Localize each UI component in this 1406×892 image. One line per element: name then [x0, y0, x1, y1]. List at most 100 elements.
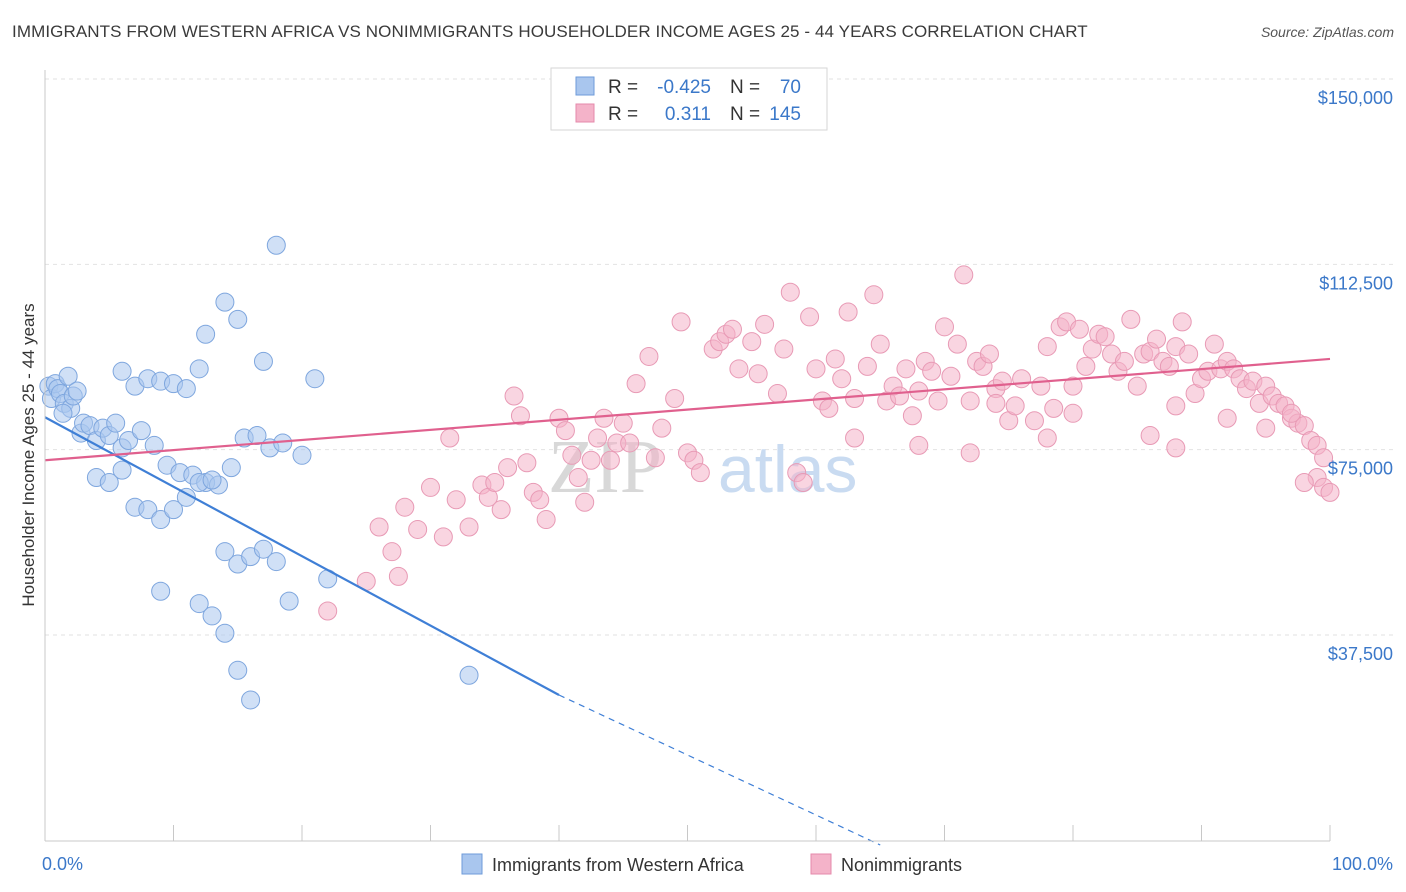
legend-swatch-blue [575, 76, 595, 96]
legend-r-label-2: R = [608, 104, 638, 125]
data-point [742, 332, 762, 352]
data-point [1147, 329, 1167, 349]
data-point [748, 364, 768, 384]
data-point [408, 519, 428, 539]
data-point [1005, 396, 1025, 416]
data-point [838, 302, 858, 322]
trend-line-nonimmigrants [44, 357, 1331, 462]
chart-title: IMMIGRANTS FROM WESTERN AFRICA VS NONIMM… [12, 22, 1088, 41]
data-point [131, 421, 151, 441]
data-point [151, 510, 171, 530]
data-point [1063, 376, 1083, 396]
data-point [106, 413, 126, 433]
data-point [151, 581, 171, 601]
data-point [928, 391, 948, 411]
data-point [485, 472, 505, 492]
legend-n-label-1: N = [730, 77, 760, 98]
data-point [1204, 334, 1224, 354]
legend-n-value-1: 70 [780, 77, 801, 98]
watermark-atlas: atlas [718, 432, 857, 506]
y-tick-label: $150,000 [1318, 88, 1393, 108]
legend-n-label-2: N = [730, 104, 760, 125]
legend-r-value-2: 0.311 [665, 104, 711, 125]
data-point [305, 369, 325, 389]
axes: $150,000 $112,500 $75,000 $37,500 0.0% 100.0% [42, 70, 1393, 874]
data-point [947, 334, 967, 354]
data-point [58, 366, 78, 386]
data-point [459, 517, 479, 537]
data-point [215, 542, 235, 562]
data-point [600, 450, 620, 470]
data-point [498, 458, 518, 478]
data-point [382, 542, 402, 562]
legend-swatch-nonimmigrants [810, 853, 832, 875]
legend-label-nonimmigrants: Nonimmigrants [841, 855, 962, 875]
data-point [1121, 309, 1141, 329]
data-point [440, 428, 460, 448]
data-point [960, 391, 980, 411]
data-point [144, 435, 164, 455]
legend-r-value-1: -0.425 [657, 77, 711, 98]
data-point [864, 285, 884, 305]
trend-lines [44, 357, 1331, 846]
data-point [800, 307, 820, 327]
data-point [581, 450, 601, 470]
data-point [67, 381, 87, 401]
data-point [189, 359, 209, 379]
data-point [1281, 403, 1301, 423]
trend-line-immigrants [44, 416, 560, 696]
data-point [562, 445, 582, 465]
data-point [639, 346, 659, 366]
data-point [253, 351, 273, 371]
data-point [588, 428, 608, 448]
data-point [228, 309, 248, 329]
data-point [767, 384, 787, 404]
source-credit: Source: ZipAtlas.com [1260, 24, 1394, 40]
data-point [1166, 396, 1186, 416]
data-point [112, 460, 132, 480]
data-point [1217, 408, 1237, 428]
data-point [1037, 428, 1057, 448]
data-point [1256, 418, 1276, 438]
data-point [1031, 376, 1051, 396]
data-point [491, 500, 511, 520]
data-point [202, 606, 222, 626]
data-point [909, 435, 929, 455]
data-point [1037, 337, 1057, 357]
data-point [845, 388, 865, 408]
data-point [755, 314, 775, 334]
legend-swatch-pink [575, 103, 595, 123]
data-point [896, 359, 916, 379]
data-point [215, 623, 235, 643]
data-point [954, 265, 974, 285]
data-point [825, 349, 845, 369]
data-point [902, 406, 922, 426]
data-point [870, 334, 890, 354]
data-point [266, 552, 286, 572]
data-point [845, 428, 865, 448]
data-point [388, 566, 408, 586]
data-point [1320, 482, 1340, 502]
data-point [536, 510, 556, 530]
legend-label-immigrants: Immigrants from Western Africa [492, 855, 745, 875]
data-point [433, 527, 453, 547]
data-point [1024, 411, 1044, 431]
data-point [1140, 426, 1160, 446]
data-point [164, 500, 183, 520]
data-point [446, 490, 466, 510]
legend-swatch-immigrants [461, 853, 483, 875]
data-point [53, 403, 73, 423]
data-point [99, 472, 119, 492]
data-point [793, 472, 813, 492]
data-point [318, 601, 338, 621]
x-tick-label: 100.0% [1332, 854, 1393, 874]
data-point [189, 594, 209, 614]
data-point [594, 408, 614, 428]
data-point [1166, 438, 1186, 458]
data-point [1179, 344, 1199, 364]
data-point [215, 292, 235, 312]
data-point [1294, 472, 1314, 492]
data-point [819, 398, 839, 418]
data-point [1076, 356, 1096, 376]
